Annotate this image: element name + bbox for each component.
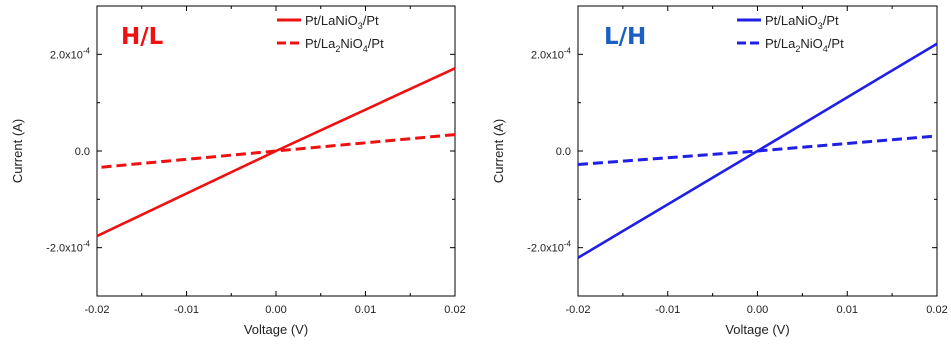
legend-label: Pt/LaNiO3/Pt bbox=[765, 13, 839, 31]
legend-subscript: 3 bbox=[358, 21, 363, 31]
x-tick-label: 0.01 bbox=[355, 304, 376, 316]
x-tick-label: -0.02 bbox=[565, 304, 590, 316]
legend-text-part: Pt/LaNiO bbox=[305, 13, 358, 28]
x-axis-title: Voltage (V) bbox=[725, 322, 789, 337]
legend-label: Pt/La2NiO4/Pt bbox=[305, 36, 384, 54]
legend-label: Pt/La2NiO4/Pt bbox=[765, 36, 844, 54]
y-tick-base: 0.0 bbox=[556, 146, 571, 158]
legend-text-part: Pt/La bbox=[305, 36, 336, 51]
x-tick-label: 0.00 bbox=[265, 304, 286, 316]
y-tick-label: 2.0x10-4 bbox=[50, 46, 91, 61]
y-axis-title: Current (A) bbox=[491, 119, 506, 183]
legend-text-part: /Pt bbox=[363, 13, 379, 28]
y-tick-base: 2.0x10 bbox=[531, 49, 564, 61]
y-tick-label: 2.0x10-4 bbox=[531, 46, 572, 61]
legend-text-part: /Pt bbox=[828, 36, 844, 51]
legend-subscript: 2 bbox=[335, 44, 340, 54]
series-line-la2nio4 bbox=[577, 134, 938, 166]
chart-panel-hl: -0.02 -0.01 0.00 0.01 0.02-2.0x10-40.02.0x10… bbox=[10, 5, 466, 337]
legend-subscript: 4 bbox=[823, 44, 828, 54]
y-tick-exponent: -4 bbox=[564, 46, 572, 55]
legend-label: Pt/LaNiO3/Pt bbox=[305, 13, 379, 31]
chart-panel-lh: -0.02 -0.01 0.00 0.01 0.02-2.0x10-40.02.0x10… bbox=[491, 5, 948, 337]
y-axis-title: Current (A) bbox=[10, 119, 25, 183]
y-tick-exponent: -4 bbox=[564, 240, 572, 249]
legend-text-part: Pt/La bbox=[765, 36, 796, 51]
x-tick-label: -0.02 bbox=[84, 304, 109, 316]
x-tick-label: -0.01 bbox=[174, 304, 199, 316]
y-tick-exponent: -4 bbox=[83, 240, 91, 249]
y-tick-label: -2.0x10-4 bbox=[527, 240, 571, 255]
x-tick-label: -0.01 bbox=[655, 304, 680, 316]
y-tick-label: -2.0x10-4 bbox=[46, 240, 90, 255]
x-tick-label: 0.01 bbox=[837, 304, 858, 316]
x-axis-title: Voltage (V) bbox=[244, 322, 308, 337]
legend-subscript: 4 bbox=[363, 44, 368, 54]
panel-tag: H/L bbox=[121, 24, 164, 50]
x-tick-label: 0.00 bbox=[747, 304, 768, 316]
legend-text-part: /Pt bbox=[823, 13, 839, 28]
legend-text-part: Pt/LaNiO bbox=[765, 13, 818, 28]
x-tick-label: 0.02 bbox=[926, 304, 947, 316]
panel-tag: L/H bbox=[604, 24, 646, 50]
y-tick-label: 0.0 bbox=[556, 146, 571, 158]
y-tick-base: -2.0x10 bbox=[527, 243, 564, 255]
x-tick-label: 0.02 bbox=[444, 304, 465, 316]
legend-text-part: NiO bbox=[340, 36, 362, 51]
y-tick-base: 2.0x10 bbox=[50, 49, 83, 61]
series-line-lanio3 bbox=[96, 67, 456, 238]
legend-subscript: 3 bbox=[818, 21, 823, 31]
legend-text-part: /Pt bbox=[368, 36, 384, 51]
y-tick-label: 0.0 bbox=[75, 146, 90, 158]
legend-text-part: NiO bbox=[800, 36, 822, 51]
legend-subscript: 2 bbox=[795, 44, 800, 54]
y-tick-base: -2.0x10 bbox=[46, 243, 83, 255]
y-tick-base: 0.0 bbox=[75, 146, 90, 158]
y-tick-exponent: -4 bbox=[83, 46, 91, 55]
